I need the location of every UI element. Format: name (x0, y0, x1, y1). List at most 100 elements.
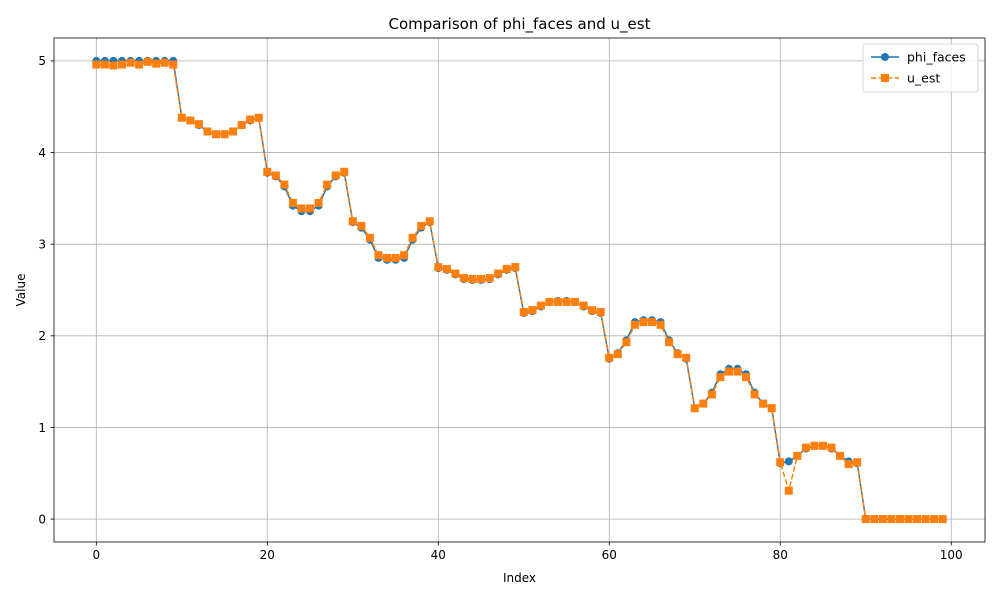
data-point-u_est (348, 217, 357, 226)
data-point-u_est (562, 297, 571, 306)
data-point-u_est (699, 399, 708, 408)
data-point-u_est (904, 515, 913, 524)
data-point-u_est (938, 515, 947, 524)
y-tick-label: 5 (38, 54, 46, 68)
data-point-u_est (306, 204, 315, 213)
data-point-u_est (793, 451, 802, 460)
data-point-u_est (494, 269, 503, 278)
data-point-u_est (237, 121, 246, 130)
data-point-u_est (117, 60, 126, 69)
data-point-u_est (861, 515, 870, 524)
data-point-u_est (818, 441, 827, 450)
data-point-u_est (733, 367, 742, 376)
legend-marker-u_est (881, 74, 889, 82)
data-point-u_est (545, 297, 554, 306)
grid (54, 38, 985, 542)
data-point-u_est (203, 127, 212, 136)
data-point-u_est (528, 306, 537, 315)
data-point-u_est (220, 130, 229, 139)
data-point-u_est (152, 59, 161, 68)
data-point-u_est (340, 167, 349, 176)
data-point-u_est (109, 61, 118, 70)
data-point-u_est (382, 253, 391, 262)
data-point-u_est (613, 350, 622, 359)
data-point-phi_faces (784, 457, 793, 466)
data-point-u_est (827, 443, 836, 452)
data-point-u_est (92, 60, 101, 69)
data-point-u_est (442, 264, 451, 273)
legend-label-phi_faces: phi_faces (907, 50, 966, 65)
data-point-u_est (143, 57, 152, 66)
data-point-u_est (776, 458, 785, 467)
data-point-u_est (468, 275, 477, 284)
data-point-u_est (707, 390, 716, 399)
x-tick-label: 100 (940, 548, 963, 562)
data-point-u_est (434, 263, 443, 272)
data-point-u_est (724, 367, 733, 376)
data-point-u_est (750, 390, 759, 399)
data-point-u_est (553, 297, 562, 306)
data-point-u_est (536, 301, 545, 310)
plot-frame (53, 37, 986, 543)
data-point-u_est (451, 269, 460, 278)
data-point-u_est (280, 180, 289, 189)
y-axis-label: Value (14, 274, 28, 307)
data-point-u_est (716, 373, 725, 382)
y-tick-label: 4 (38, 146, 46, 160)
data-point-u_est (596, 307, 605, 316)
x-tick-label: 60 (602, 548, 617, 562)
data-point-u_est (853, 458, 862, 467)
legend-label-u_est: u_est (907, 71, 940, 86)
data-point-u_est (639, 318, 648, 327)
data-point-u_est (519, 307, 528, 316)
x-axis-label: Index (503, 571, 536, 585)
data-point-u_est (810, 441, 819, 450)
data-point-u_est (186, 116, 195, 125)
data-point-u_est (425, 217, 434, 226)
data-point-u_est (579, 301, 588, 310)
data-point-u_est (169, 60, 178, 69)
data-point-u_est (160, 58, 169, 67)
data-point-u_est (331, 171, 340, 180)
data-point-u_est (314, 198, 323, 207)
data-point-u_est (605, 353, 614, 362)
data-point-u_est (297, 204, 306, 213)
data-point-u_est (263, 167, 272, 176)
data-point-u_est (288, 198, 297, 207)
data-point-u_est (511, 263, 520, 272)
data-point-u_est (588, 306, 597, 315)
data-point-u_est (365, 233, 374, 242)
data-point-u_est (477, 275, 486, 284)
data-point-u_est (759, 399, 768, 408)
data-point-u_est (887, 515, 896, 524)
data-point-u_est (742, 373, 751, 382)
x-tick-label: 80 (773, 548, 788, 562)
data-point-u_est (930, 515, 939, 524)
data-point-u_est (673, 350, 682, 359)
data-point-u_est (357, 221, 366, 230)
ticks: 0 20 40 60 80 100 0 1 2 3 4 5 (38, 54, 962, 562)
data-point-u_est (502, 264, 511, 273)
data-point-u_est (921, 515, 930, 524)
y-tick-label: 3 (38, 237, 46, 251)
data-point-u_est (630, 320, 639, 329)
data-point-u_est (229, 127, 238, 136)
data-point-u_est (622, 338, 631, 347)
data-point-u_est (656, 320, 665, 329)
legend-marker-phi_faces (881, 53, 889, 61)
data-point-u_est (870, 515, 879, 524)
data-point-u_est (784, 486, 793, 495)
data-point-u_est (400, 251, 409, 260)
x-tick-label: 40 (431, 548, 446, 562)
x-tick-label: 0 (92, 548, 100, 562)
data-point-u_est (485, 274, 494, 283)
data-point-u_est (323, 180, 332, 189)
data-point-u_est (212, 130, 221, 139)
series-line-u_est (96, 61, 943, 520)
data-point-u_est (648, 318, 657, 327)
legend-box (862, 43, 979, 93)
y-tick-label: 2 (38, 329, 46, 343)
data-point-u_est (895, 515, 904, 524)
